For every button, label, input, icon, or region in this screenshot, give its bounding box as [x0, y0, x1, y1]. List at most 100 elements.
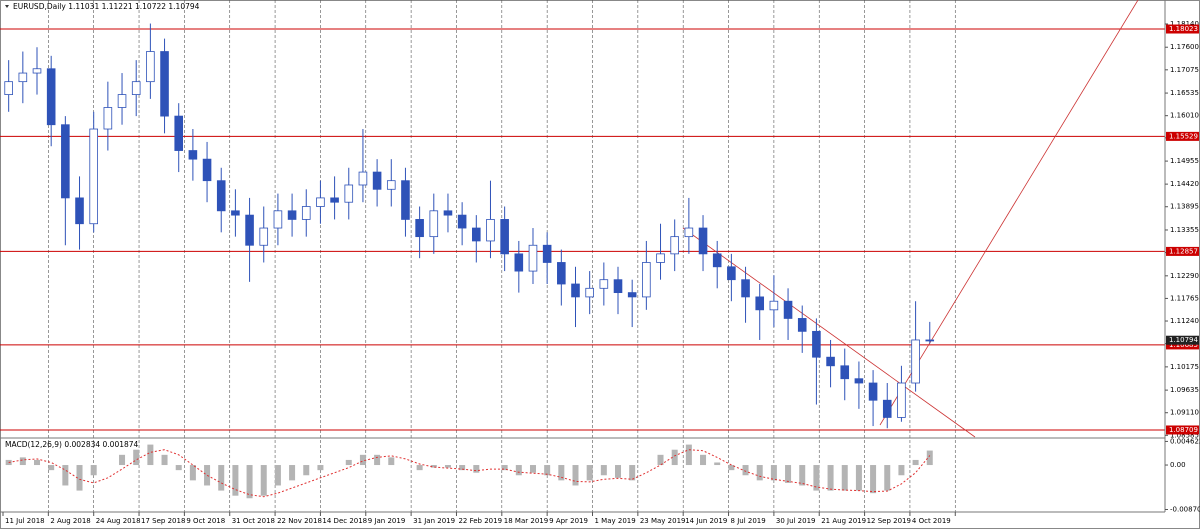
macd-bar	[855, 465, 862, 491]
candle-body	[216, 180, 226, 212]
macd-title: MACD(12,26,9) 0.002834 0.001874	[5, 440, 139, 449]
dropdown-icon[interactable]	[5, 5, 9, 8]
macd-bar	[529, 465, 536, 473]
x-tick-label: 22 Feb 2019	[458, 517, 502, 525]
macd-bar	[770, 465, 777, 481]
macd-tick-label: 0.004622	[1170, 437, 1200, 445]
candle-body	[627, 292, 637, 298]
macd-bar	[147, 444, 154, 466]
candle-body	[358, 171, 368, 186]
candle-body	[344, 184, 354, 203]
x-tick-label: 23 May 2019	[640, 517, 686, 525]
candle-body	[61, 124, 70, 199]
y-tick-label: 1.12290	[1170, 272, 1199, 280]
y-tick-label: 1.14420	[1170, 180, 1199, 188]
candle-body	[826, 356, 835, 367]
macd-bar	[246, 465, 253, 499]
y-tick-label: 1.08585	[1170, 431, 1199, 439]
candle-body	[812, 330, 821, 358]
macd-bar	[827, 465, 834, 491]
candle-body	[514, 253, 524, 272]
candle-body	[727, 266, 736, 281]
x-tick-label: 9 Jan 2019	[368, 517, 406, 525]
y-tick-label: 1.18140	[1170, 20, 1199, 28]
macd-bar	[189, 465, 196, 481]
macd-bar	[501, 465, 508, 471]
x-tick-label: 14 Jun 2019	[685, 517, 727, 525]
macd-bar	[459, 465, 466, 471]
macd-bar	[416, 465, 423, 471]
macd-bar	[870, 465, 877, 494]
macd-bar	[19, 457, 26, 466]
y-tick-label: 1.17075	[1170, 66, 1199, 74]
macd-bar	[785, 465, 792, 483]
x-tick-label: 31 Jan 2019	[413, 517, 455, 525]
macd-bar	[671, 449, 678, 466]
candle-body	[301, 206, 311, 220]
macd-signal	[8, 449, 931, 498]
macd-bar	[473, 465, 480, 473]
macd-bar	[685, 444, 692, 466]
y-tick-label: 1.16535	[1170, 89, 1199, 97]
last-price-label: 1.10794	[1169, 336, 1198, 344]
candle-body	[103, 107, 113, 130]
candle-body	[868, 382, 878, 401]
macd-bar	[34, 459, 41, 466]
x-tick-label: 22 Nov 2018	[277, 517, 322, 525]
candle-body	[684, 227, 694, 238]
candle-body	[287, 210, 297, 220]
candle-body	[741, 279, 750, 298]
x-tick-label: 24 Aug 2018	[96, 517, 141, 525]
macd-bar	[700, 454, 707, 466]
candle-body	[415, 219, 424, 238]
macd-bar	[5, 459, 12, 466]
macd-bar	[359, 454, 366, 466]
candle-body	[840, 365, 850, 380]
level-label-box	[1166, 24, 1199, 34]
candle-body	[457, 214, 467, 229]
candle-body	[698, 227, 708, 255]
candle-body	[259, 227, 269, 246]
last-price-box	[1166, 335, 1199, 345]
candle-body	[245, 214, 254, 246]
macd-bar	[799, 465, 806, 486]
macd-bar	[62, 465, 69, 486]
macd-bar	[274, 465, 281, 486]
chart-title: EURUSD,Daily 1.11031 1.11221 1.10722 1.1…	[13, 2, 200, 11]
macd-bar	[204, 465, 211, 486]
y-tick-label: 1.09110	[1170, 409, 1199, 417]
candle-body	[117, 94, 127, 108]
candle-body	[613, 279, 623, 294]
candle-body	[486, 219, 495, 242]
macd-bar	[572, 465, 579, 486]
candle-body	[500, 219, 509, 255]
candle-body	[386, 180, 396, 190]
candle-body	[783, 300, 793, 319]
candle-body	[273, 210, 283, 229]
x-tick-label: 21 Aug 2019	[821, 517, 866, 525]
y-tick-label: 1.10175	[1170, 363, 1199, 371]
candle-body	[571, 283, 580, 298]
x-tick-label: 18 Mar 2019	[504, 517, 548, 525]
level-label: 1.10685	[1169, 341, 1198, 349]
macd-bar	[218, 465, 225, 491]
macd-bar	[544, 465, 551, 476]
macd-bar	[232, 465, 239, 496]
y-tick-label: 1.17600	[1170, 43, 1199, 51]
y-tick-label: 1.09635	[1170, 386, 1199, 394]
candle-body	[18, 72, 28, 83]
x-tick-label: 30 Jul 2019	[776, 517, 816, 525]
y-tick-label: 1.11765	[1170, 294, 1199, 302]
candle-body	[897, 382, 906, 418]
macd-bar	[133, 449, 140, 466]
macd-bar	[76, 465, 83, 491]
candles	[4, 23, 935, 429]
levels	[0, 28, 1165, 431]
macd-bar	[912, 459, 919, 466]
candle-body	[443, 210, 453, 216]
macd-bar	[303, 465, 310, 476]
y-tick-label: 1.13895	[1170, 203, 1199, 211]
x-tick-label: 2 Aug 2018	[50, 517, 90, 525]
candle-body	[797, 318, 807, 332]
candle-body	[656, 253, 665, 263]
